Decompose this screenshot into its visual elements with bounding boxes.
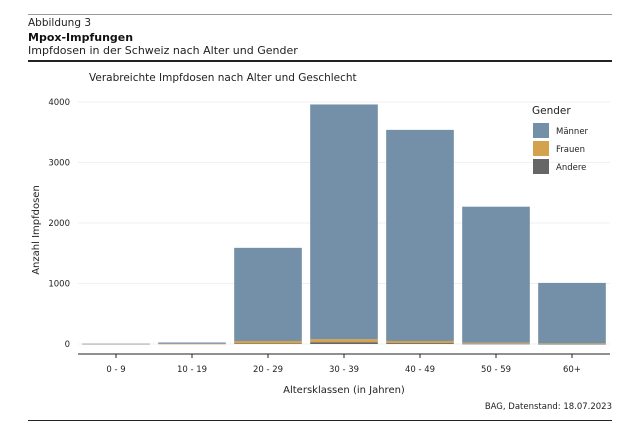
bar-männer-5 xyxy=(462,206,530,343)
y-tick-label: 0 xyxy=(65,340,70,350)
bar-männer-1 xyxy=(158,342,226,344)
bottom-rule xyxy=(28,420,612,421)
bar-andere-5 xyxy=(462,343,530,345)
bar-männer-2 xyxy=(234,247,302,341)
x-tick-label: 20 - 29 xyxy=(253,365,283,375)
legend-swatch-männer xyxy=(533,123,549,138)
bar-frauen-6 xyxy=(538,343,606,344)
chart-title: Verabreichte Impfdosen nach Alter und Ge… xyxy=(89,72,357,84)
legend-label-andere: Andere xyxy=(556,163,586,173)
legend-title: Gender xyxy=(532,105,571,117)
legend-label-frauen: Frauen xyxy=(556,145,585,155)
y-tick-label: 3000 xyxy=(48,159,70,169)
x-axis-label: Altersklassen (in Jahren) xyxy=(283,385,405,396)
bar-frauen-3 xyxy=(310,339,378,343)
x-tick-labels: 0 - 9 10 - 19 20 - 29 30 - 39 40 - 49 50 - 59… xyxy=(106,354,581,375)
legend-label-männer: Männer xyxy=(556,127,589,137)
bar-frauen-4 xyxy=(386,340,454,344)
bar-frauen-1 xyxy=(158,343,226,345)
bar-andere-4 xyxy=(386,343,454,344)
bar-andere-3 xyxy=(310,342,378,344)
bar-männer-0 xyxy=(82,343,150,345)
y-axis-label: Anzahl Impfdosen xyxy=(31,185,42,275)
bar-andere-6 xyxy=(538,343,606,345)
x-tick-label: 0 - 9 xyxy=(106,365,125,375)
y-tick-label: 1000 xyxy=(48,280,70,290)
bar-männer-3 xyxy=(310,104,378,340)
y-tick-label: 4000 xyxy=(48,98,70,108)
legend-swatch-frauen xyxy=(533,141,549,156)
x-tick-label: 60+ xyxy=(563,365,581,375)
bar-frauen-5 xyxy=(462,342,530,344)
bar-frauen-2 xyxy=(234,340,302,344)
y-tick-labels: 0 1000 2000 3000 4000 xyxy=(48,98,70,350)
legend: Gender Männer Frauen Andere xyxy=(532,105,589,174)
figure-label: Abbildung 3 xyxy=(28,17,92,29)
bar-männer-6 xyxy=(538,282,606,344)
x-tick-label: 40 - 49 xyxy=(405,365,435,375)
top-rule xyxy=(28,14,612,15)
bar-männer-4 xyxy=(386,129,454,341)
bar-andere-2 xyxy=(234,343,302,344)
bars xyxy=(82,104,606,345)
header-rule xyxy=(28,60,612,62)
figure-title: Mpox-Impfungen xyxy=(28,31,134,44)
x-tick-label: 10 - 19 xyxy=(177,365,207,375)
source-note: BAG, Datenstand: 18.07.2023 xyxy=(484,402,612,412)
legend-swatch-andere xyxy=(533,159,549,174)
figure-subtitle: Impfdosen in der Schweiz nach Alter und … xyxy=(28,44,298,57)
x-tick-label: 50 - 59 xyxy=(481,365,511,375)
x-tick-label: 30 - 39 xyxy=(329,365,359,375)
y-tick-label: 2000 xyxy=(48,219,70,229)
